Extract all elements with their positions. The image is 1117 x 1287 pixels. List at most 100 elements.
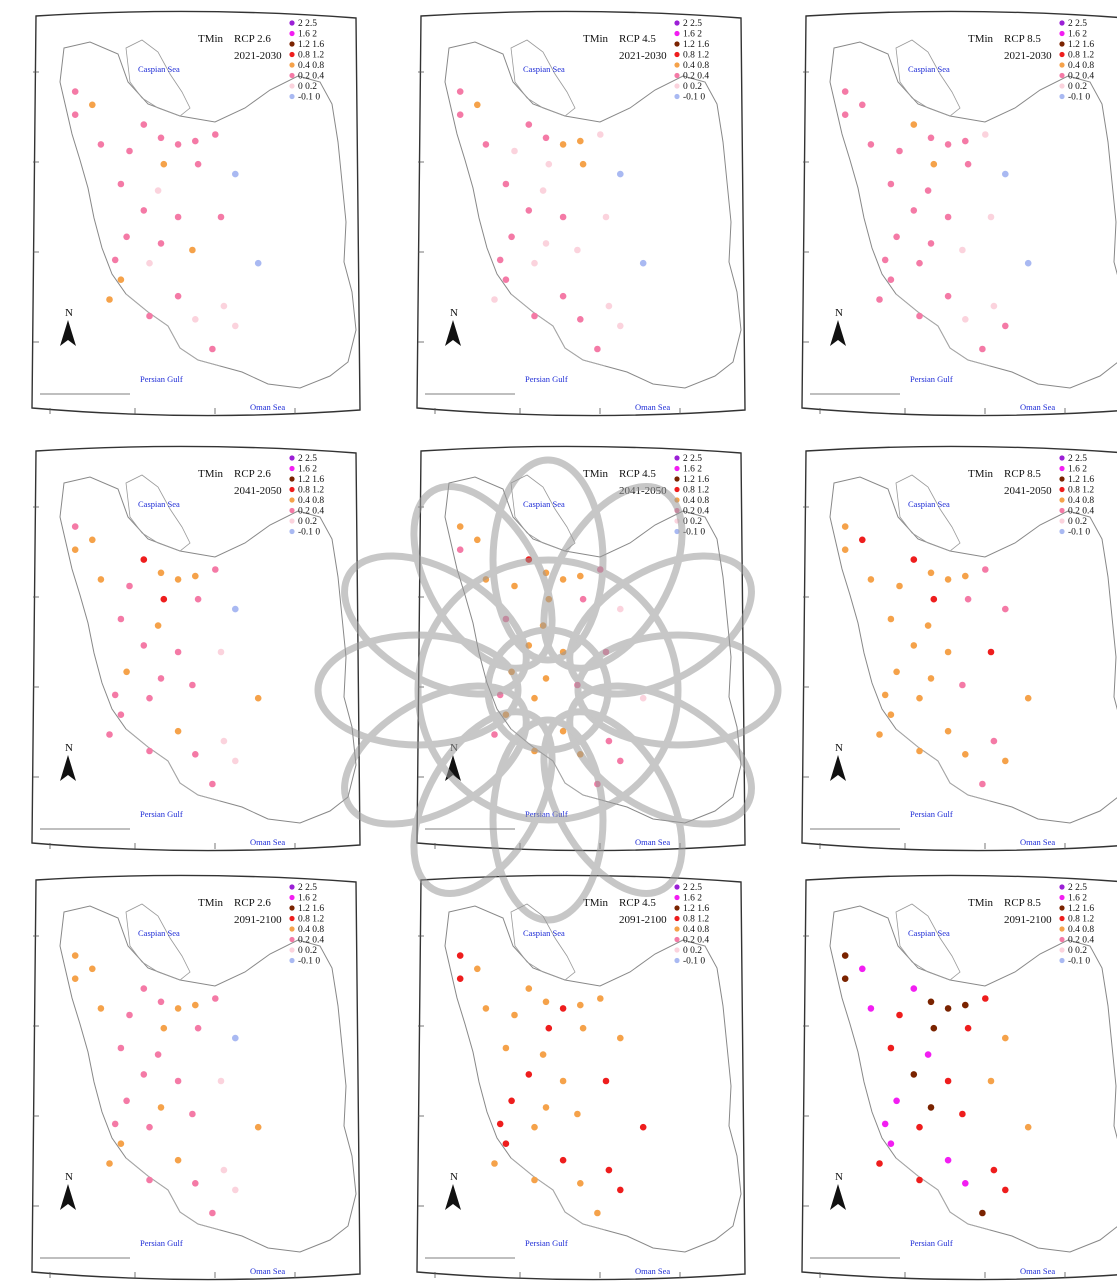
north-arrow-icon: N <box>445 307 461 346</box>
legend-label: 0.2 0.4 <box>298 507 324 517</box>
map-frame <box>801 874 1117 1281</box>
station-marker <box>927 569 935 577</box>
station-marker <box>982 131 989 138</box>
persian-gulf-label: Persian Gulf <box>910 374 953 384</box>
station-marker <box>927 134 935 142</box>
station-marker <box>964 595 972 603</box>
legend-swatch <box>289 926 295 932</box>
legend-label: 1.6 2 <box>1068 894 1087 904</box>
legend-label: 0.8 1.2 <box>1068 51 1094 61</box>
station-marker <box>482 1005 490 1012</box>
station-marker <box>1024 694 1032 702</box>
legend-label: 0.2 0.4 <box>1068 936 1094 946</box>
legend-label: 2 2.5 <box>683 883 702 893</box>
station-marker <box>617 1186 624 1194</box>
station-marker <box>89 536 96 544</box>
station-marker <box>157 134 165 142</box>
station-marker <box>502 615 510 623</box>
station-marker <box>944 648 952 656</box>
station-marker <box>577 137 584 145</box>
legend-swatch <box>1059 486 1065 493</box>
station-marker <box>71 546 79 553</box>
legend-label: 0 0.2 <box>298 946 317 956</box>
caspian-sea-label: Caspian Sea <box>908 499 950 509</box>
legend-label: 0.4 0.8 <box>683 61 709 71</box>
station-marker <box>531 747 538 755</box>
caspian-sea-label: Caspian Sea <box>138 928 180 938</box>
legend-label: 0 0.2 <box>1068 82 1087 92</box>
station-marker <box>1002 322 1009 330</box>
station-marker <box>508 668 515 676</box>
station-marker <box>209 1209 216 1217</box>
legend-label: 1.6 2 <box>298 465 317 475</box>
station-marker <box>982 566 989 573</box>
station-marker <box>140 556 148 563</box>
station-marker <box>491 296 498 303</box>
station-marker <box>502 1044 510 1052</box>
station-marker <box>594 780 601 788</box>
station-marker <box>174 648 182 656</box>
station-marker <box>841 111 849 118</box>
station-marker <box>916 1123 923 1131</box>
legend-label: 0.8 1.2 <box>298 915 324 925</box>
station-marker <box>559 141 567 148</box>
oman-sea-label: Oman Sea <box>1020 402 1055 412</box>
legend-label: -0.1 0 <box>1068 93 1090 103</box>
station-marker <box>126 1011 133 1019</box>
station-marker <box>545 160 553 168</box>
legend-swatch <box>289 518 295 524</box>
station-marker <box>881 691 889 699</box>
station-marker <box>924 1051 932 1058</box>
station-marker <box>157 1104 165 1111</box>
station-marker <box>174 141 182 148</box>
legend-label: 0.2 0.4 <box>1068 72 1094 82</box>
station-marker <box>887 711 895 718</box>
caspian-sea-label: Caspian Sea <box>908 64 950 74</box>
station-marker <box>1002 1034 1009 1042</box>
legend-swatch <box>1059 915 1065 922</box>
station-marker <box>979 345 986 353</box>
station-marker <box>930 160 938 168</box>
scenario-label: RCP 4.5 <box>619 33 656 45</box>
station-marker <box>111 1120 119 1128</box>
station-marker <box>574 681 581 689</box>
persian-gulf-label: Persian Gulf <box>910 809 953 819</box>
legend-swatch <box>1059 926 1065 932</box>
legend-swatch <box>289 905 295 911</box>
station-marker <box>474 536 481 544</box>
station-marker <box>979 780 986 788</box>
caspian-outline <box>125 903 191 981</box>
legend-label: -0.1 0 <box>683 93 705 103</box>
station-marker <box>617 1034 624 1042</box>
station-marker <box>123 668 130 676</box>
legend-swatch <box>674 30 680 37</box>
station-marker <box>194 1024 202 1032</box>
caspian-outline <box>895 903 961 981</box>
scenario-label: RCP 8.5 <box>1004 897 1041 909</box>
station-marker <box>117 1044 125 1052</box>
map-panel: Caspian Sea Persian Gulf Oman Sea N TMin RCP … <box>30 874 361 1281</box>
legend-swatch <box>289 528 295 535</box>
station-marker <box>639 1123 647 1131</box>
period-label: 2041-2050 <box>234 485 282 497</box>
station-marker <box>496 691 504 699</box>
station-marker <box>511 582 518 590</box>
station-marker <box>859 101 866 109</box>
station-marker <box>456 952 464 959</box>
legend-label: -0.1 0 <box>1068 528 1090 538</box>
station-marker <box>474 101 481 109</box>
station-marker <box>577 316 584 323</box>
legend-swatch <box>674 51 680 58</box>
station-marker <box>927 675 935 682</box>
legend-swatch <box>674 62 680 68</box>
legend-label: 0.8 1.2 <box>1068 486 1094 496</box>
station-marker <box>157 675 165 682</box>
station-marker <box>117 180 125 188</box>
station-marker <box>531 312 538 320</box>
station-marker <box>579 595 587 603</box>
station-marker <box>539 1051 547 1058</box>
caspian-outline <box>125 474 191 552</box>
station-marker <box>525 1071 533 1078</box>
station-marker <box>511 1011 518 1019</box>
legend-label: 1.6 2 <box>1068 30 1087 40</box>
